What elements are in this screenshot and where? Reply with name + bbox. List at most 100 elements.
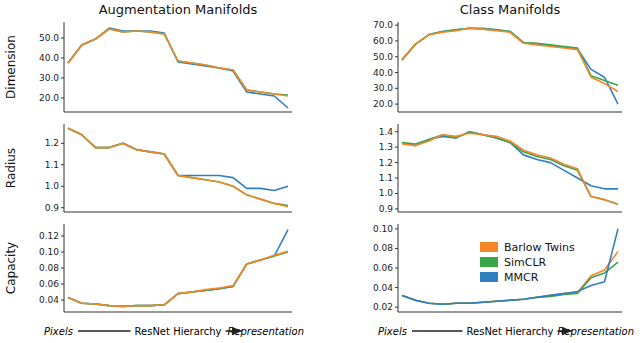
y-tick: [61, 284, 64, 285]
y-tick-label: 1.3: [379, 142, 393, 152]
arrow-line: [225, 330, 242, 332]
y-tick: [61, 164, 64, 165]
y-tick-label: 1.0: [379, 188, 394, 198]
series-line: [402, 132, 618, 205]
series-line: [402, 28, 618, 104]
y-tick-label: 0.04: [373, 283, 393, 293]
x-axis: [398, 212, 622, 213]
y-tick: [395, 248, 398, 249]
plot-area: [68, 128, 288, 206]
series-line: [68, 128, 288, 206]
y-tick: [61, 143, 64, 144]
y-tick: [395, 104, 398, 105]
y-tick-label: 20.0: [373, 99, 393, 109]
x-axis: [64, 312, 292, 313]
y-tick: [61, 186, 64, 187]
y-tick: [61, 78, 64, 79]
y-tick-label: 0.04: [39, 295, 59, 305]
plot-area: [68, 28, 288, 108]
y-tick-label: 0.10: [373, 224, 393, 234]
y-label: Radius: [4, 148, 18, 188]
y-tick-label: 50.0: [373, 52, 393, 62]
y-label: Capacity: [4, 242, 18, 294]
y-tick-label: 0.9: [45, 203, 60, 213]
y-tick-label: 30.0: [39, 73, 59, 83]
y-tick: [61, 38, 64, 39]
y-tick-label: 1.0: [45, 181, 60, 191]
y-axis: [398, 124, 399, 212]
legend: Barlow TwinsSimCLRMMCR: [480, 241, 575, 284]
y-tick: [61, 98, 64, 99]
subplot: 20.030.040.050.0Augmentation ManifoldsDi…: [4, 2, 292, 112]
figure: 20.030.040.050.0Augmentation ManifoldsDi…: [0, 0, 640, 343]
y-tick-label: 0.06: [373, 263, 393, 273]
y-tick: [395, 208, 398, 209]
y-tick-label: 30.0: [373, 83, 393, 93]
y-tick: [395, 40, 398, 41]
y-tick: [61, 236, 64, 237]
x-label: ResNet Hierarchy: [135, 326, 222, 337]
y-tick-label: 40.0: [39, 53, 59, 63]
series-line: [402, 28, 618, 85]
annotation: Pixels: [378, 326, 407, 337]
y-tick: [395, 178, 398, 179]
y-tick-label: 1.1: [379, 173, 393, 183]
y-tick-label: 40.0: [373, 68, 393, 78]
series-line: [68, 128, 288, 190]
y-label: Dimension: [4, 35, 18, 99]
y-tick-label: 50.0: [39, 33, 59, 43]
series-line: [402, 229, 618, 304]
y-tick-label: 0.08: [39, 263, 59, 273]
y-tick: [395, 25, 398, 26]
x-axis: [64, 212, 292, 213]
annotation: Representation: [557, 326, 634, 337]
y-tick: [61, 268, 64, 269]
plot-area: [402, 28, 618, 104]
y-tick-label: 60.0: [373, 36, 393, 46]
plot-area: [402, 229, 618, 304]
y-axis: [64, 124, 65, 212]
y-tick: [395, 72, 398, 73]
subplot: 0.020.040.060.080.10PixelsRepresentation…: [373, 224, 634, 337]
arrow-line: [557, 330, 572, 332]
series-line: [402, 28, 618, 91]
x-axis: [398, 112, 622, 113]
y-tick-label: 70.0: [373, 20, 393, 30]
y-tick: [61, 300, 64, 301]
y-axis: [398, 22, 399, 112]
x-axis: [398, 312, 622, 313]
series-line: [68, 29, 288, 95]
legend-label: MMCR: [504, 271, 539, 284]
x-axis: [64, 112, 292, 113]
y-tick: [395, 193, 398, 194]
y-tick: [395, 147, 398, 148]
subplot: 20.0 30.0 40.0 50.0 60.0 70.0 Class Manifolds: [373, 2, 622, 112]
y-tick-label: 0.06: [39, 279, 59, 289]
series-line: [68, 29, 288, 96]
y-tick: [395, 287, 398, 288]
arrow-line: [78, 330, 131, 332]
y-tick: [395, 268, 398, 269]
legend-label: SimCLR: [504, 256, 547, 269]
y-tick: [395, 88, 398, 89]
x-label: ResNet Hierarchy: [467, 326, 554, 337]
y-tick: [395, 56, 398, 57]
y-tick-label: 1.1: [45, 160, 59, 170]
series-line: [68, 28, 288, 108]
subplot: 0.040.060.080.100.12CapacityPixelsRepres…: [4, 224, 304, 337]
plot-area: [402, 132, 618, 205]
title: Class Manifolds: [460, 2, 561, 17]
y-tick: [395, 228, 398, 229]
series-line: [68, 230, 288, 307]
y-tick: [395, 162, 398, 163]
subplot: 0.91.01.11.21.31.4: [379, 124, 622, 214]
plot-area: [68, 230, 288, 307]
y-tick-label: 1.4: [379, 127, 394, 137]
y-tick-label: 1.2: [379, 158, 393, 168]
y-tick-label: 20.0: [39, 93, 59, 103]
y-tick-label: 0.02: [373, 302, 393, 312]
y-tick: [61, 207, 64, 208]
y-tick-label: 0.10: [39, 247, 59, 257]
y-tick-label: 0.12: [39, 231, 59, 241]
y-tick-label: 1.2: [45, 138, 59, 148]
